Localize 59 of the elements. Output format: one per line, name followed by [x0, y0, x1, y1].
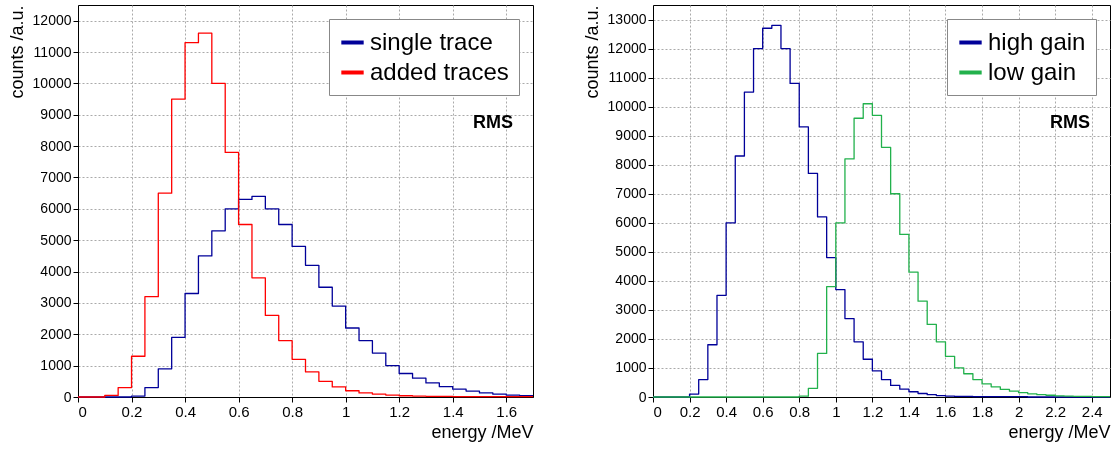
y-axis-title: counts /a.u.: [581, 5, 602, 99]
x-tick-label: 1.4: [442, 402, 464, 420]
y-tick-label: 10000: [32, 74, 72, 91]
y-tick-label: 13000: [607, 11, 647, 28]
legend-label: high gain: [988, 27, 1086, 55]
x-tick-label: 1.8: [972, 402, 993, 420]
x-tick-label: 1: [341, 402, 351, 420]
x-tick-label: 0: [653, 402, 662, 420]
annotation: RMS: [1050, 112, 1090, 132]
y-tick-label: 9000: [40, 106, 72, 123]
legend-label: added traces: [370, 57, 509, 85]
x-tick-label: 1.2: [389, 402, 411, 420]
y-tick-label: 11000: [608, 69, 647, 86]
y-tick-label: 9000: [615, 127, 647, 144]
x-tick-label: 1.6: [935, 402, 957, 420]
x-tick-label: 0.6: [228, 402, 250, 420]
x-tick-label: 0.6: [752, 402, 774, 420]
y-tick-label: 0: [63, 388, 72, 405]
x-tick-label: 2: [1014, 402, 1024, 420]
y-tick-label: 2000: [615, 330, 647, 347]
y-tick-label: 7000: [40, 168, 72, 185]
x-tick-label: 0.8: [789, 402, 811, 420]
x-tick-label: 0.4: [716, 402, 738, 420]
x-tick-label: 1.2: [862, 402, 884, 420]
y-tick-label: 2000: [40, 325, 72, 342]
y-tick-label: 3000: [40, 294, 72, 311]
x-tick-label: 0.4: [175, 402, 196, 420]
y-tick-label: 12000: [607, 40, 647, 57]
x-tick-label: 0.2: [679, 402, 701, 420]
legend-label: single trace: [370, 27, 493, 55]
y-tick-label: 7000: [615, 185, 647, 202]
y-tick-label: 5000: [615, 243, 647, 260]
y-tick-label: 8000: [615, 156, 647, 173]
x-tick-label: 2.2: [1045, 402, 1067, 420]
y-tick-label: 11000: [33, 43, 72, 60]
y-tick-label: 12000: [32, 12, 72, 29]
x-tick-label: 0.8: [282, 402, 304, 420]
y-tick-label: 3000: [615, 301, 647, 318]
y-tick-label: 8000: [40, 137, 72, 154]
x-axis-title: energy /MeV: [431, 421, 534, 442]
y-tick-label: 1000: [615, 359, 647, 376]
y-tick-label: 10000: [607, 98, 647, 115]
y-axis-title: counts /a.u.: [6, 5, 27, 99]
x-tick-label: 2.4: [1081, 402, 1103, 420]
x-tick-label: 0.2: [121, 402, 143, 420]
y-tick-label: 0: [638, 388, 647, 405]
annotation: RMS: [473, 112, 513, 132]
y-tick-label: 4000: [40, 263, 72, 280]
x-tick-label: 1: [832, 402, 841, 420]
x-axis-title: energy /MeV: [1008, 421, 1111, 442]
y-tick-label: 5000: [40, 231, 72, 248]
legend-label: low gain: [988, 57, 1077, 85]
y-tick-label: 6000: [615, 214, 647, 231]
y-tick-label: 1000: [40, 357, 72, 374]
y-tick-label: 4000: [615, 272, 647, 289]
x-tick-label: 1.6: [496, 402, 518, 420]
x-tick-label: 1.4: [898, 402, 920, 420]
y-tick-label: 6000: [40, 200, 72, 217]
x-tick-label: 0: [78, 402, 87, 420]
